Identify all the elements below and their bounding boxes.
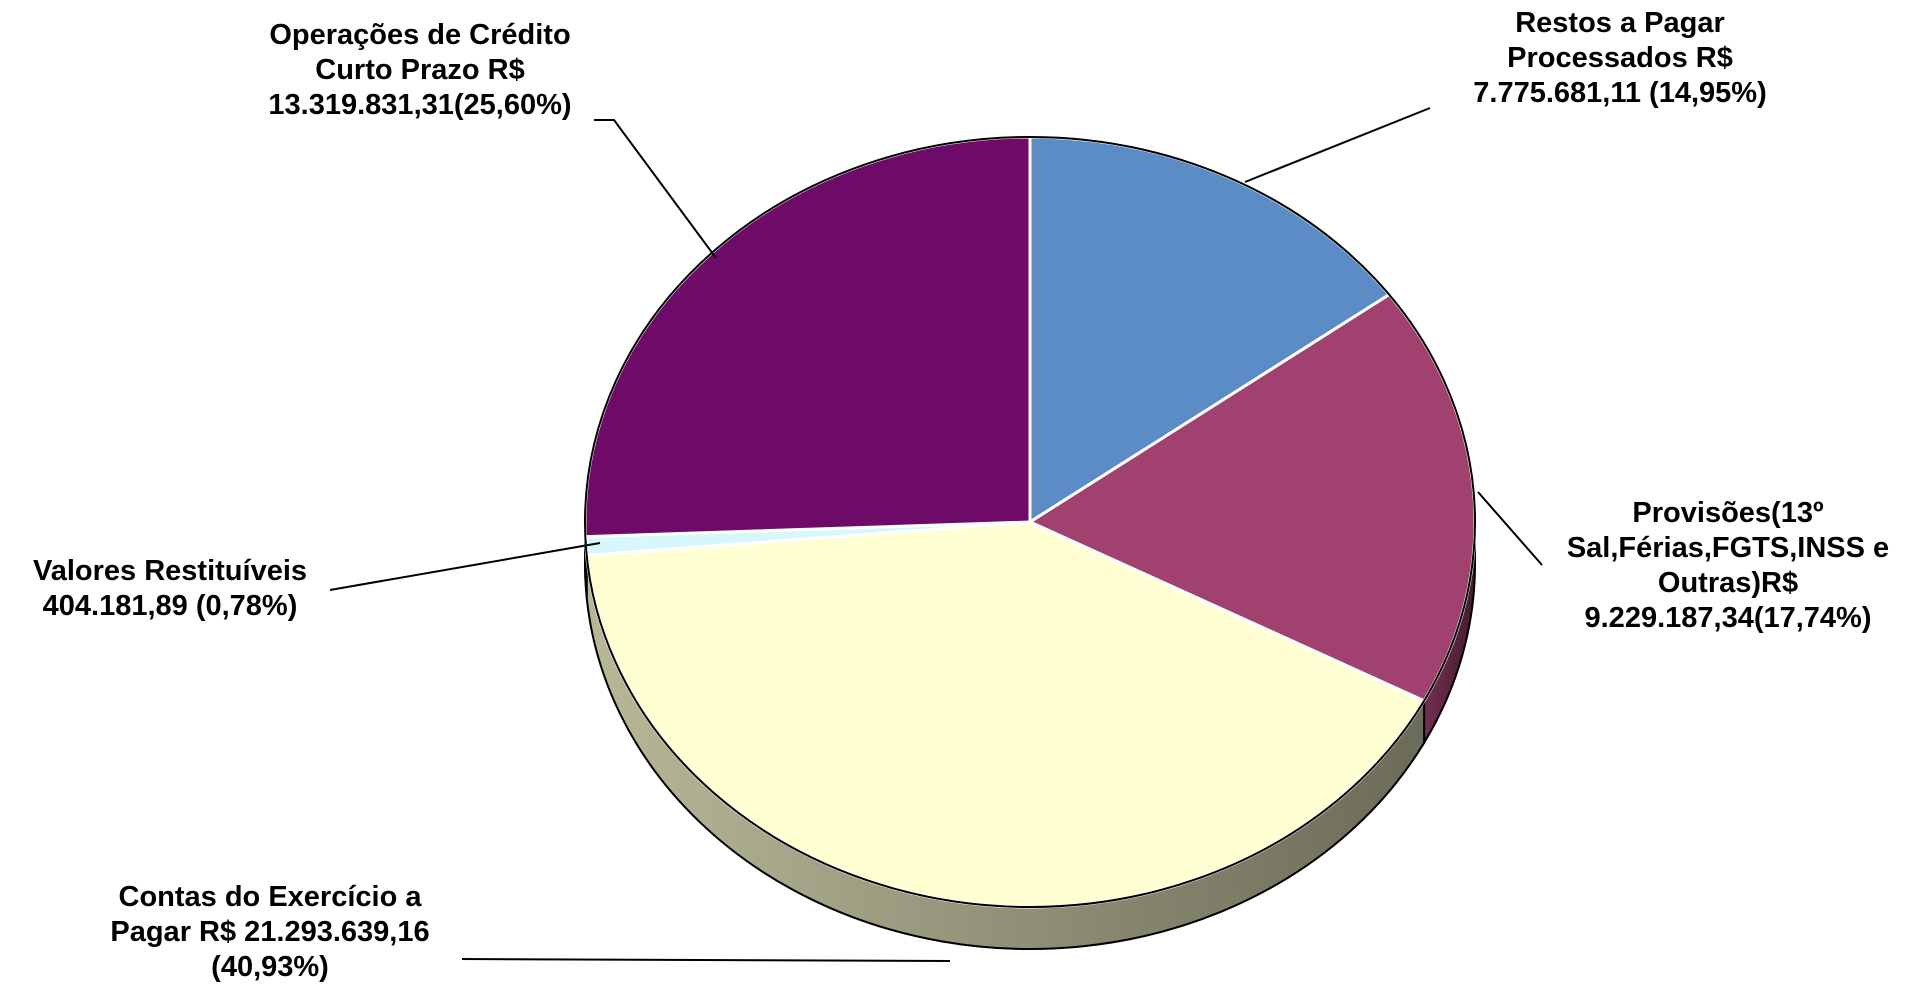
label-restos-a-pagar: Restos a Pagar Processados R$ 7.775.681,…	[1430, 6, 1810, 111]
label-restos-line-1: Restos a Pagar	[1515, 7, 1725, 39]
label-valores-line-2: 404.181,89 (0,78%)	[42, 590, 298, 622]
leader-line-provisoes-13-sal-ferias-fgts-inss-e-outras	[1477, 491, 1543, 566]
label-operacoes-line-3: 13.319.831,31(25,60%)	[268, 89, 572, 121]
label-restos-line-3: 7.775.681,11 (14,95%)	[1473, 77, 1767, 109]
label-operacoes-line-1: Operações de Crédito	[269, 19, 571, 51]
label-provisoes-line-3: Outras)R$	[1657, 567, 1799, 599]
label-provisoes: Provisões(13º Sal,Férias,FGTS,INSS e Out…	[1538, 496, 1918, 636]
label-provisoes-line-2: Sal,Férias,FGTS,INSS e	[1566, 532, 1890, 564]
label-contas-do-exercicio: Contas do Exercício a Pagar R$ 21.293.63…	[80, 880, 460, 985]
label-contas-line-1: Contas do Exercício a	[118, 881, 422, 913]
label-contas-line-3: (40,93%)	[211, 951, 329, 983]
label-operacoes-de-credito: Operações de Crédito Curto Prazo R$ 13.3…	[230, 18, 610, 123]
leader-line-restos-a-pagar-processados	[1244, 107, 1431, 183]
label-valores-restituiveis: Valores Restituíveis 404.181,89 (0,78%)	[0, 554, 340, 624]
leader-lines	[329, 107, 1543, 962]
leader-line-operacoes-de-credito-curto-prazo	[594, 119, 717, 259]
label-operacoes-line-2: Curto Prazo R$	[315, 54, 525, 86]
leader-line-contas-do-exercicio-a-pagar	[461, 958, 951, 962]
pie-slice-operacoes-de-credito-curto-prazo	[583, 135, 1032, 539]
label-provisoes-line-4: 9.229.187,34(17,74%)	[1584, 602, 1872, 634]
label-restos-line-2: Processados R$	[1507, 42, 1733, 74]
label-valores-line-1: Valores Restituíveis	[32, 555, 308, 587]
pie-rim	[584, 136, 1476, 908]
leader-line-valores-restituiveis	[329, 542, 601, 591]
label-contas-line-2: Pagar R$ 21.293.639,16	[110, 916, 430, 948]
label-provisoes-line-1: Provisões(13º	[1632, 497, 1824, 529]
pie-top-group	[583, 135, 1477, 909]
